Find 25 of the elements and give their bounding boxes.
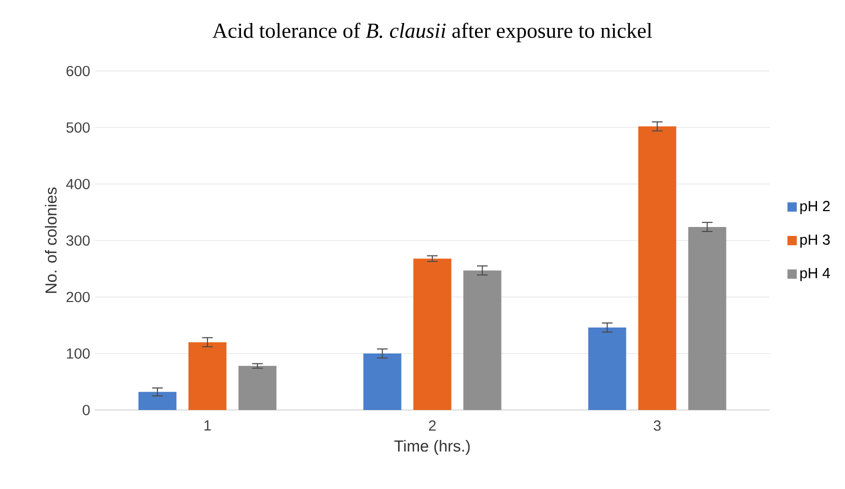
y-tick-label: 400 bbox=[66, 178, 90, 190]
bar bbox=[588, 328, 626, 410]
legend-label: pH 2 bbox=[800, 200, 830, 214]
bar bbox=[363, 354, 402, 410]
bar bbox=[688, 226, 726, 410]
bar bbox=[413, 258, 452, 410]
y-tick-label: 0 bbox=[82, 404, 90, 416]
bar bbox=[188, 342, 226, 410]
x-tick-label: 1 bbox=[204, 420, 211, 430]
bar bbox=[238, 366, 276, 410]
x-tick-label: 3 bbox=[654, 420, 661, 431]
bar bbox=[638, 126, 676, 410]
y-axis-title: No. of colonies bbox=[44, 187, 57, 293]
chart-title: Acid tolerance of B. clausii after exposure to nickel bbox=[212, 22, 652, 42]
bar bbox=[138, 392, 176, 410]
x-tick-label: 2 bbox=[428, 420, 436, 431]
y-tick-label: 600 bbox=[66, 66, 90, 76]
y-tick-label: 300 bbox=[66, 235, 90, 246]
y-tick-label: 500 bbox=[66, 122, 90, 133]
legend-label: pH 3 bbox=[800, 234, 830, 248]
legend-label: pH 4 bbox=[800, 268, 830, 282]
bar bbox=[463, 270, 502, 410]
x-axis-title: Time (hrs.) bbox=[394, 440, 470, 455]
y-tick-label: 200 bbox=[66, 292, 90, 302]
y-tick-label: 100 bbox=[66, 348, 90, 359]
